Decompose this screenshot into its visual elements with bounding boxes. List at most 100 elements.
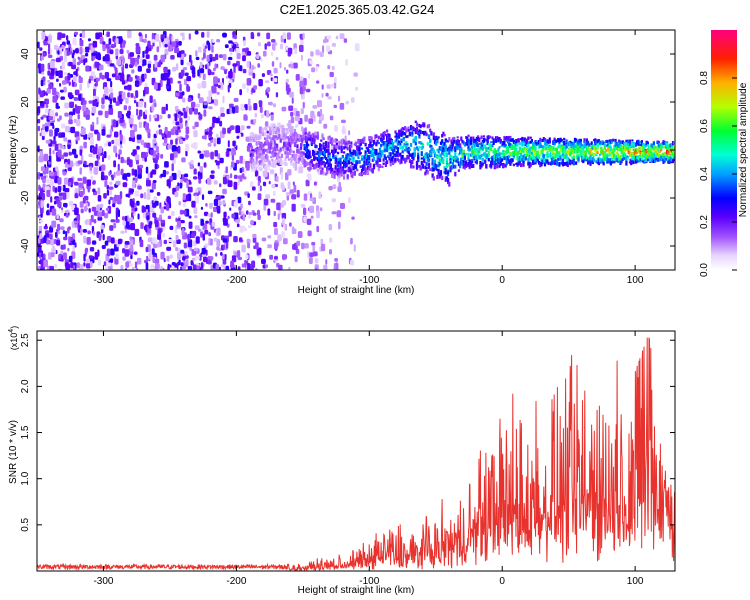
heatmap-cell <box>460 136 463 141</box>
heatmap-cell <box>45 99 49 104</box>
heatmap-cell <box>115 253 119 259</box>
heatmap-cell <box>380 133 383 137</box>
heatmap-cell <box>207 260 212 265</box>
heatmap-cell <box>554 159 557 162</box>
heatmap-cell <box>502 163 505 169</box>
heatmap-cell <box>112 203 116 208</box>
heatmap-cell <box>530 139 533 143</box>
heatmap-cell <box>334 125 338 132</box>
heatmap-cell <box>178 129 181 133</box>
heatmap-cell <box>575 138 578 142</box>
heatmap-cell <box>335 139 338 142</box>
heatmap-cell <box>112 119 117 128</box>
heatmap-cell <box>421 130 425 135</box>
heatmap-cell <box>309 135 312 140</box>
heatmap-cell <box>335 170 338 174</box>
heatmap-cell <box>314 156 317 160</box>
heatmap-cell <box>106 134 112 138</box>
heatmap-cell <box>123 105 128 111</box>
heatmap-cell <box>340 172 343 177</box>
heatmap-cell <box>384 142 387 147</box>
heatmap-cell <box>393 158 396 162</box>
heatmap-cell <box>482 144 486 147</box>
heatmap-cell <box>264 142 267 146</box>
heatmap-cell <box>166 203 170 211</box>
heatmap-cell <box>122 256 126 261</box>
heatmap-cell <box>262 170 268 177</box>
heatmap-cell <box>113 145 117 153</box>
heatmap-cell <box>558 138 561 143</box>
heatmap-cell <box>646 143 649 146</box>
heatmap-cell <box>313 150 316 154</box>
heatmap-cell <box>113 160 116 168</box>
heatmap-cell <box>218 200 222 207</box>
heatmap-cell <box>442 147 445 152</box>
heatmap-cell <box>92 188 96 193</box>
heatmap-cell <box>339 160 342 166</box>
heatmap-cell <box>517 160 520 164</box>
heatmap-cell <box>63 86 67 93</box>
heatmap-cell <box>248 212 253 216</box>
heatmap-cell <box>208 106 213 110</box>
heatmap-cell <box>303 216 307 223</box>
heatmap-cell <box>395 153 398 157</box>
heatmap-cell <box>658 157 661 161</box>
heatmap-cell <box>67 158 71 165</box>
heatmap-cell <box>396 158 399 162</box>
heatmap-cell <box>144 82 148 87</box>
heatmap-cell <box>138 100 144 108</box>
heatmap-cell <box>427 158 431 162</box>
heatmap-cell <box>606 160 609 164</box>
heatmap-cell <box>313 157 316 162</box>
heatmap-cell <box>524 148 527 151</box>
heatmap-cell <box>329 83 335 88</box>
heatmap-cell <box>153 150 157 157</box>
heatmap-cell <box>437 161 440 165</box>
heatmap-cell <box>589 161 592 166</box>
heatmap-cell <box>178 259 181 266</box>
heatmap-cell <box>267 244 272 249</box>
heatmap-cell <box>383 154 386 159</box>
heatmap-cell <box>420 157 423 160</box>
heatmap-cell <box>498 146 501 149</box>
heatmap-cell <box>488 143 492 148</box>
heatmap-cell <box>48 252 52 260</box>
heatmap-cell <box>558 151 561 154</box>
heatmap-cell <box>570 151 573 155</box>
heatmap-cell <box>626 139 629 143</box>
heatmap-cell <box>212 39 215 43</box>
heatmap-cell <box>37 106 41 114</box>
heatmap-cell <box>108 186 114 190</box>
heatmap-cell <box>333 82 337 89</box>
heatmap-cell <box>189 107 193 115</box>
heatmap-cell <box>161 134 166 138</box>
heatmap-cell <box>144 33 147 39</box>
heatmap-cell <box>619 142 622 146</box>
heatmap-cell <box>590 147 593 151</box>
heatmap-cell <box>167 263 170 270</box>
heatmap-cell <box>583 158 586 162</box>
heatmap-cell <box>67 247 70 252</box>
heatmap-cell <box>249 132 252 136</box>
heatmap-cell <box>443 171 446 174</box>
heatmap-cell <box>124 249 130 257</box>
heatmap-cell <box>108 38 112 45</box>
heatmap-cell <box>249 136 252 141</box>
heatmap-cell <box>49 265 54 270</box>
heatmap-cell <box>472 150 475 155</box>
heatmap-cell <box>135 154 140 162</box>
heatmap-cell <box>78 264 84 270</box>
heatmap-cell <box>65 263 71 270</box>
heatmap-cell <box>193 192 196 197</box>
heatmap-cell <box>421 163 425 169</box>
heatmap-cell <box>281 231 285 239</box>
heatmap-cell <box>272 129 275 134</box>
heatmap-cell <box>64 49 67 57</box>
heatmap-cell <box>233 174 238 179</box>
x-tick-label: -200 <box>226 576 246 587</box>
heatmap-cell <box>285 147 288 151</box>
heatmap-cell <box>599 153 602 156</box>
heatmap-cell <box>350 143 353 149</box>
heatmap-cell <box>467 138 470 144</box>
heatmap-cell <box>384 133 387 137</box>
